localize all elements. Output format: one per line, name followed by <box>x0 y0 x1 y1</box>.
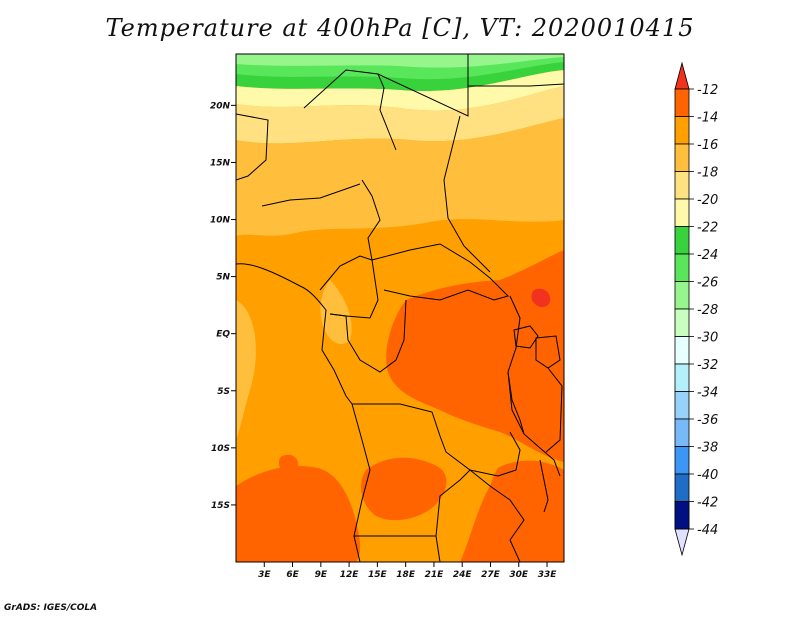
colorbar-label: -36 <box>697 413 718 428</box>
colorbar-label: -20 <box>697 193 718 208</box>
x-tick-label: 24E <box>453 570 473 580</box>
border-egypt-sudan <box>468 83 564 87</box>
map-frame <box>235 53 565 563</box>
lake-malawi <box>539 459 549 513</box>
core-south-mid <box>361 457 447 521</box>
y-tick-label: 5S <box>217 387 230 397</box>
x-axis: 3E 6E 9E 12E 15E 18E 21E 24E 27E 30E 33E <box>258 562 557 580</box>
x-tick-label: 6E <box>286 570 299 580</box>
colorbar-label: -12 <box>697 83 718 98</box>
x-tick-label: 3E <box>258 570 271 580</box>
band-cream <box>236 70 564 111</box>
colorbar-label: -30 <box>697 331 718 346</box>
x-tick-label: 27E <box>481 570 501 580</box>
border-namibia <box>353 535 361 562</box>
border-niger-chad <box>361 179 381 261</box>
colorbar-swatch <box>674 391 690 420</box>
border-zambia <box>435 469 525 541</box>
band-yellow <box>236 86 564 144</box>
colorbar-swatch <box>674 116 690 145</box>
colorbar-label: -16 <box>697 138 718 153</box>
border-libya-egypt <box>377 54 469 117</box>
border-gabon-congo <box>329 299 407 373</box>
x-tick-label: 15E <box>368 570 388 580</box>
border-uganda-kenya <box>535 335 561 369</box>
colorbar: -12 -14 -16 -18 -20 -22 -24 -26 -28 -30 -32 -34 -36 -… <box>674 61 718 557</box>
y-tick-label: 15S <box>211 501 230 511</box>
border-chad-sudan <box>443 115 491 273</box>
colorbar-label: -18 <box>697 166 718 181</box>
hot-spot <box>531 288 551 308</box>
patch-gulf-light <box>320 280 352 344</box>
colorbar-swatch <box>674 473 690 502</box>
colorbar-label: -42 <box>697 496 718 511</box>
y-tick-label: 10S <box>211 444 230 454</box>
colorbar-swatch <box>674 88 690 117</box>
colorbar-swatch <box>674 336 690 365</box>
y-tick-label: 5N <box>216 273 230 283</box>
colorbar-label: -38 <box>697 441 718 456</box>
borders <box>236 54 564 562</box>
colorbar-swatch <box>674 143 690 172</box>
lake-tanganyika <box>507 371 525 435</box>
coast-west <box>236 263 353 405</box>
y-axis: 20N 15N 10N 5N EQ 5S 10S 15S <box>210 101 236 511</box>
colorbar-bottom-triangle <box>674 528 690 557</box>
colorbar-swatch <box>674 281 690 310</box>
colorbar-label: -22 <box>697 221 718 236</box>
colorbar-swatch <box>674 501 690 530</box>
grads-credit: GrADS: IGES/COLA <box>4 603 98 613</box>
core-southeast <box>460 460 564 562</box>
x-tick-label: 21E <box>425 570 445 580</box>
band-light-orange <box>236 118 564 236</box>
border-drc-south <box>352 403 521 477</box>
border-libya-niger <box>303 69 397 151</box>
core-small <box>278 454 299 474</box>
patch-west-light <box>236 300 256 440</box>
colorbar-label: -32 <box>697 358 718 373</box>
colorbar-label: -40 <box>697 468 718 483</box>
colorbar-top-triangle <box>674 61 690 90</box>
colorbar-label: -28 <box>697 303 718 318</box>
border-cameroon <box>319 255 379 319</box>
border-east-lakes <box>507 295 561 477</box>
colorbar-label: -26 <box>697 276 718 291</box>
lake-victoria <box>513 325 539 349</box>
y-tick-label: 20N <box>210 101 231 111</box>
x-tick-label: 9E <box>315 570 328 580</box>
colorbar-swatch <box>674 198 690 227</box>
x-tick-label: 30E <box>509 570 529 580</box>
colorbar-swatch <box>674 253 690 282</box>
colorbar-swatch <box>674 308 690 337</box>
core-central-east <box>386 250 564 462</box>
border-angola <box>351 403 436 537</box>
y-tick-label: EQ <box>216 330 230 340</box>
colorbar-swatch <box>674 171 690 200</box>
colorbar-label: -34 <box>697 386 718 401</box>
border-zimbabwe <box>509 539 521 562</box>
band-green-light <box>236 54 564 68</box>
core-southwest <box>236 466 361 562</box>
colorbar-swatch <box>674 363 690 392</box>
border-car <box>371 243 509 301</box>
temperature-field <box>236 54 564 562</box>
border-botswana <box>435 535 441 562</box>
border-niger-nigeria <box>261 183 361 207</box>
chart-title: Temperature at 400hPa [C], VT: 202001041… <box>105 14 695 42</box>
colorbar-label: -14 <box>697 111 718 126</box>
y-tick-label: 10N <box>210 216 231 226</box>
border-tanzania <box>545 367 563 453</box>
colorbar-swatch <box>674 226 690 255</box>
colorbar-label: -24 <box>697 248 718 263</box>
x-tick-label: 12E <box>340 570 360 580</box>
x-tick-label: 18E <box>396 570 416 580</box>
x-tick-label: 33E <box>538 570 558 580</box>
colorbar-swatch <box>674 418 690 447</box>
colorbar-label: -44 <box>697 523 718 538</box>
y-tick-label: 15N <box>210 158 231 168</box>
border-mali <box>236 113 269 181</box>
colorbar-swatch <box>674 446 690 475</box>
